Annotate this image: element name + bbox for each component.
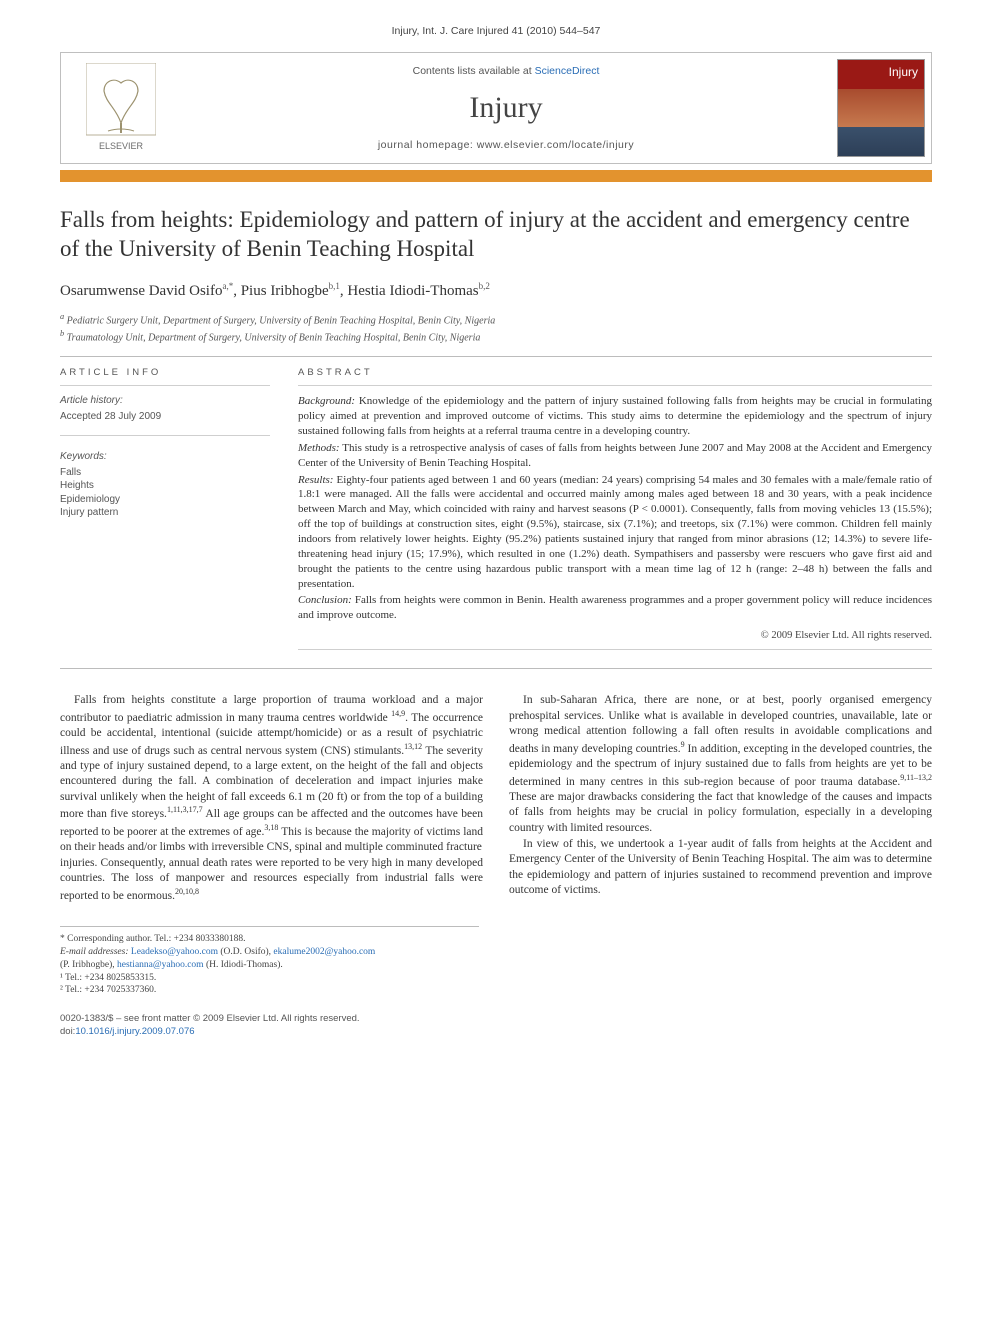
abstract-copyright: © 2009 Elsevier Ltd. All rights reserved… [298,629,932,643]
corresponding-author: * Corresponding author. Tel.: +234 80333… [60,933,479,946]
masthead-center: Contents lists available at ScienceDirec… [181,56,831,161]
issn-copyright: 0020-1383/$ – see front matter © 2009 El… [60,1013,932,1026]
author-2: Pius Iribhogbe [241,283,329,299]
avail-prefix: Contents lists available at [413,65,535,77]
keyword: Falls [60,466,270,480]
journal-masthead: ELSEVIER Contents lists available at Sci… [60,52,932,164]
author-3-affil: b,2 [479,281,490,291]
rule-after-abstract [60,668,932,669]
affiliations: a Pediatric Surgery Unit, Department of … [60,311,932,346]
accent-bar [60,170,932,182]
body-p1: Falls from heights constitute a large pr… [60,693,483,855]
rule-abs-end [298,649,932,650]
rule-abs [298,385,932,386]
cover-label: Injury [889,64,918,80]
accepted-date: Accepted 28 July 2009 [60,410,270,424]
email-link-1[interactable]: Leadekso@yahoo.com [131,947,218,957]
author-list: Osarumwense David Osifoa,*, Pius Iribhog… [60,280,932,301]
doi-line: doi:10.1016/j.injury.2009.07.076 [60,1026,932,1039]
keyword: Heights [60,479,270,493]
tel-1: ¹ Tel.: +234 8025853315. [60,972,479,985]
bottom-meta: 0020-1383/$ – see front matter © 2009 El… [60,1013,932,1039]
author-3: Hestia Idiodi-Thomas [347,283,478,299]
abstract-results: Results: Eighty-four patients aged betwe… [298,473,932,592]
tel-2: ² Tel.: +234 7025337360. [60,984,479,997]
article-info-heading: ARTICLE INFO [60,367,270,380]
rule-top [60,356,932,357]
author-2-affil: b,1 [329,281,340,291]
article-title: Falls from heights: Epidemiology and pat… [60,206,932,264]
email-line-2: (P. Iribhogbe), hestianna@yahoo.com (H. … [60,959,479,972]
email-link-2[interactable]: ekalume2002@yahoo.com [273,947,375,957]
footnotes: * Corresponding author. Tel.: +234 80333… [60,926,479,997]
abstract-conclusion: Conclusion: Falls from heights were comm… [298,593,932,623]
publisher-logo: ELSEVIER [61,53,181,163]
body-p2: injuries. Consequently, annual death rat… [60,856,483,904]
author-1: Osarumwense David Osifo [60,283,222,299]
doi-link[interactable]: 10.1016/j.injury.2009.07.076 [75,1026,194,1037]
article-body: Falls from heights constitute a large pr… [60,693,932,904]
email-link-3[interactable]: hestianna@yahoo.com [117,960,204,970]
journal-cover-thumb: Injury [831,53,931,163]
journal-homepage: journal homepage: www.elsevier.com/locat… [187,138,825,152]
running-head: Injury, Int. J. Care Injured 41 (2010) 5… [60,24,932,38]
article-info-column: ARTICLE INFO Article history: Accepted 2… [60,367,270,659]
abstract-methods: Methods: This study is a retrospective a… [298,441,932,471]
abstract-heading: ABSTRACT [298,367,932,380]
sciencedirect-link[interactable]: ScienceDirect [535,65,600,77]
keywords-label: Keywords: [60,450,270,464]
history-label: Article history: [60,394,270,408]
rule-info-2 [60,435,270,436]
abstract-column: ABSTRACT Background: Knowledge of the ep… [298,367,932,659]
email-line: E-mail addresses: Leadekso@yahoo.com (O.… [60,946,479,959]
publisher-name: ELSEVIER [99,141,144,151]
meta-abstract-grid: ARTICLE INFO Article history: Accepted 2… [60,367,932,659]
journal-title: Injury [187,88,825,129]
elsevier-tree-icon: ELSEVIER [86,63,156,153]
abstract-background: Background: Knowledge of the epidemiolog… [298,394,932,439]
body-p4: In view of this, we undertook a 1-year a… [509,837,932,899]
keyword: Injury pattern [60,506,270,520]
rule-info [60,385,270,386]
affil-a: a Pediatric Surgery Unit, Department of … [60,311,932,328]
affil-b: b Traumatology Unit, Department of Surge… [60,328,932,345]
keyword: Epidemiology [60,493,270,507]
body-p3: In sub-Saharan Africa, there are none, o… [509,693,932,836]
contents-available: Contents lists available at ScienceDirec… [187,64,825,78]
author-1-affil: a,* [222,281,233,291]
